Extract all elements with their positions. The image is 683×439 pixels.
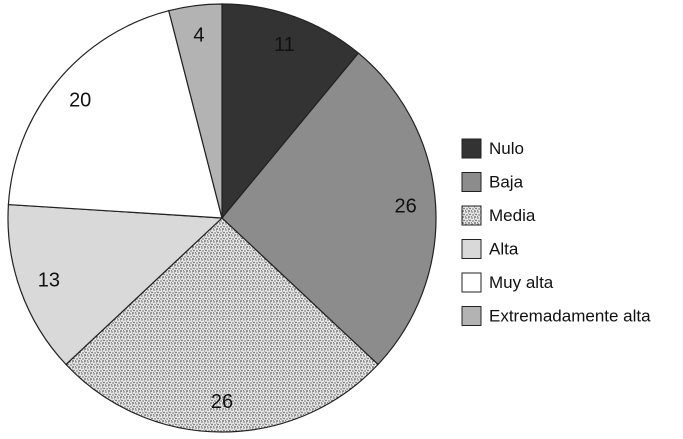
legend: Nulo Baja Media Alta Muy alta Extremadamente … [461,138,651,326]
legend-swatch-nulo [461,138,482,159]
data-label-baja: 26 [395,195,417,217]
legend-swatch-baja [461,172,482,192]
legend-swatch-extremadamente-alta [461,306,482,326]
data-label-extremadamente-alta: 4 [193,24,204,46]
legend-swatch-muy-alta [461,272,482,293]
legend-label-media: Media [489,206,536,225]
data-label-nulo: 11 [274,34,295,56]
legend-swatch-media [461,205,482,226]
legend-label-alta: Alta [489,240,519,259]
pie-slice-nulo [221,3,360,220]
data-label-alta: 13 [38,269,60,291]
pie-slice-extremadamente-alta [168,3,223,219]
legend-label-muy-alta: Muy alta [489,273,554,292]
pie-slice-muy-alta [7,9,223,219]
pie-slice-baja [221,52,437,366]
data-label-media: 26 [211,391,233,413]
pie-data-labels: 11 26 26 13 20 4 [38,24,417,413]
pie-slices [7,3,437,433]
legend-label-baja: Baja [489,173,524,192]
legend-label-extremadamente-alta: Extremadamente alta [489,307,651,326]
pie-slice-media [65,217,379,433]
pie-slice-alta [7,203,224,366]
legend-swatch-alta [461,239,482,259]
data-label-muy-alta: 20 [69,90,91,112]
legend-label-nulo: Nulo [489,139,524,158]
